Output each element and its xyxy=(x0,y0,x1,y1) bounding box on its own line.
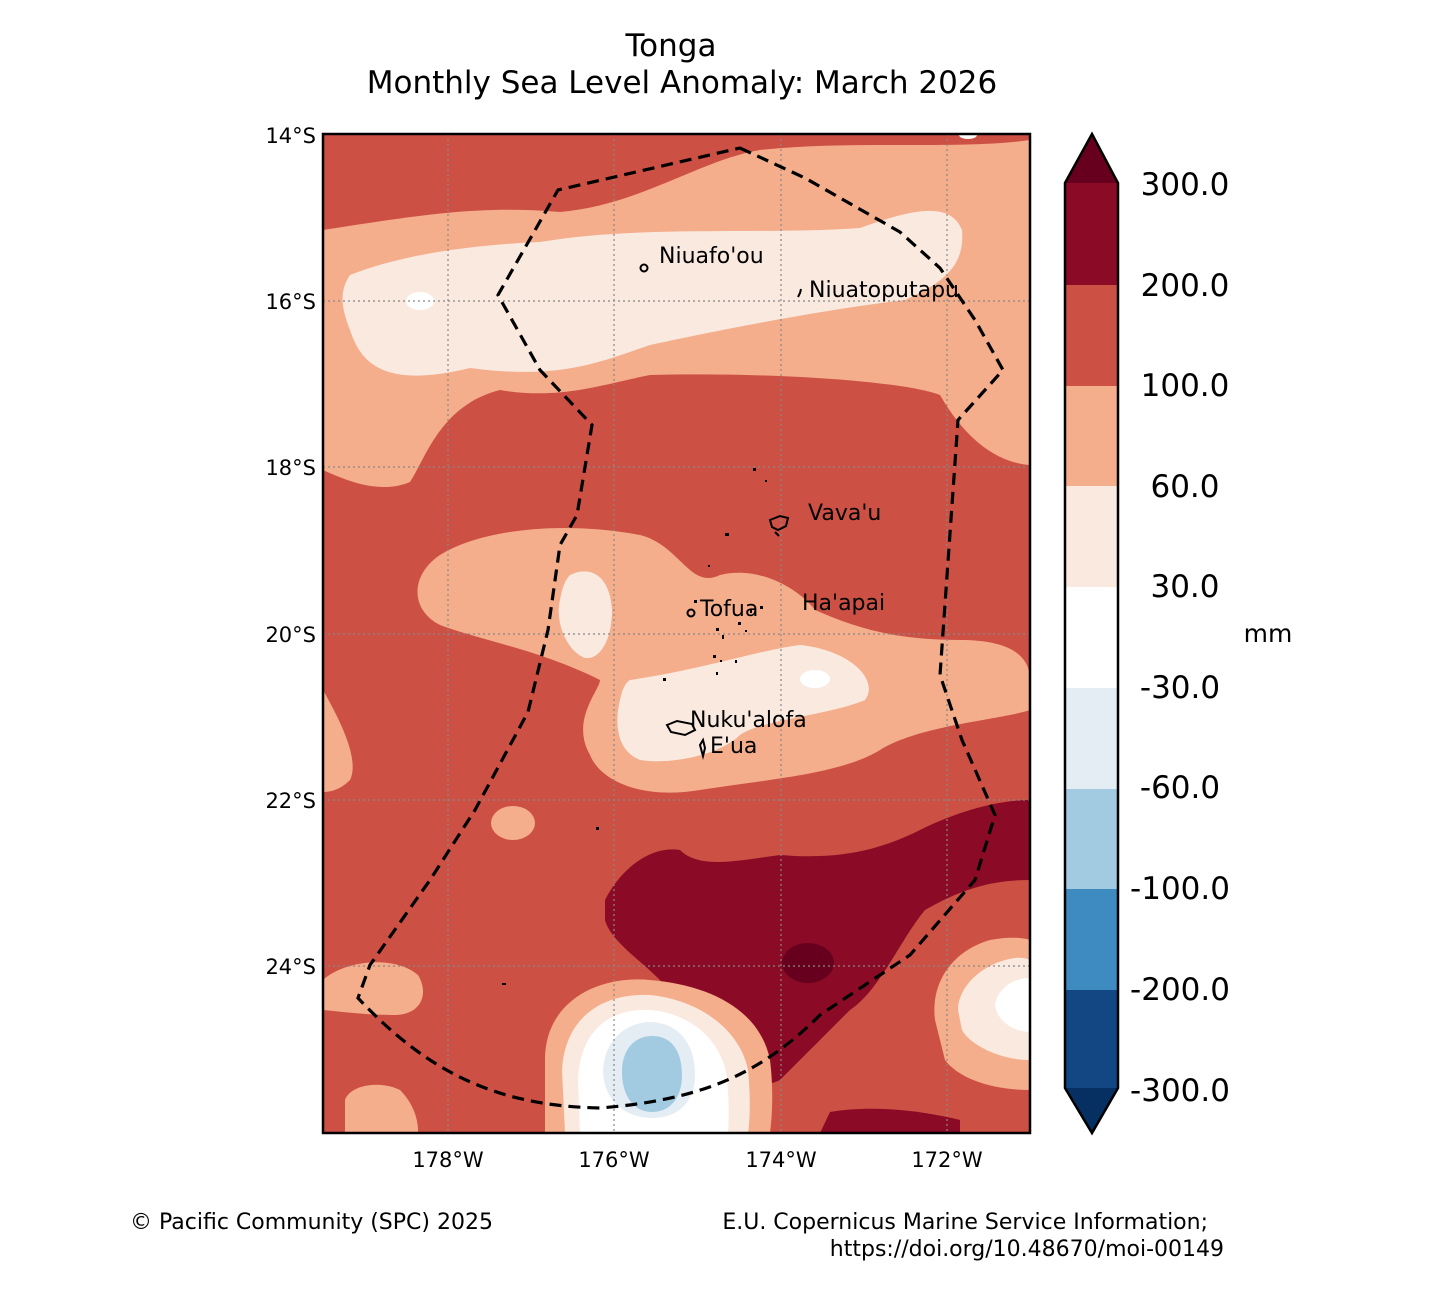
colorbar-level-label: 200.0 xyxy=(1141,268,1230,304)
lat-tick-label: 14°S xyxy=(265,124,316,148)
place-label-nukualofa: Nuku'alofa xyxy=(690,708,807,733)
colorbar-level-label: -300.0 xyxy=(1130,1073,1230,1109)
colorbar: 300.0 200.0 100.0 60.0 30.0 -30.0 -60.0 … xyxy=(1063,131,1293,1136)
contour-band-30-60-central-west xyxy=(558,571,612,659)
island-niuafoou xyxy=(639,263,649,273)
title-subtitle: Monthly Sea Level Anomaly: March 2026 xyxy=(367,65,998,101)
colorbar-unit-label: mm xyxy=(1244,619,1293,648)
island-tongatapu xyxy=(665,719,697,737)
footer-credit-line1: E.U. Copernicus Marine Service Informati… xyxy=(722,1210,1208,1235)
colorbar-segment xyxy=(1065,789,1118,889)
contour-spot-above-300 xyxy=(782,943,834,983)
footer-copyright: © Pacific Community (SPC) 2025 xyxy=(130,1210,493,1235)
colorbar-segment xyxy=(1065,386,1118,486)
colorbar-level-label: 60.0 xyxy=(1150,469,1219,505)
colorbar-level-label: 300.0 xyxy=(1141,167,1230,203)
colorbar-outline xyxy=(1063,131,1120,1136)
colorbar-level-label: 30.0 xyxy=(1150,569,1219,605)
contour-band-minus100-minus60-south xyxy=(622,1035,682,1112)
longitude-axis: 178°W 176°W 174°W 172°W xyxy=(412,1148,983,1172)
place-label-niuatoputapu: Niuatoputapu xyxy=(809,278,959,303)
lat-tick-label: 18°S xyxy=(265,456,316,480)
graticule xyxy=(323,134,1030,1133)
contour-band-200-300-south-edge xyxy=(820,1108,960,1133)
colorbar-level-label: -60.0 xyxy=(1140,770,1220,806)
small-islets xyxy=(502,468,767,985)
map-frame xyxy=(321,132,1032,1135)
contour-band-30-60-north xyxy=(342,210,963,376)
place-label-tofua: Tofua xyxy=(699,597,758,622)
contour-band-60-100-southwest-bottom xyxy=(345,1084,419,1133)
island-vavau xyxy=(768,514,790,537)
lon-tick-label: 176°W xyxy=(578,1148,650,1172)
lon-tick-label: 174°W xyxy=(745,1148,817,1172)
lon-tick-label: 172°W xyxy=(911,1148,983,1172)
place-label-vavau: Vava'u xyxy=(808,501,881,526)
contour-edge-60-100-west xyxy=(323,690,353,792)
colorbar-segment xyxy=(1065,688,1118,789)
title-region: Tonga xyxy=(625,28,717,64)
lat-tick-label: 16°S xyxy=(265,290,316,314)
colorbar-level-label: -100.0 xyxy=(1130,871,1230,907)
sea-level-anomaly-field: Niuafo'ou Niuatoputapu Vava'u Ha'apai To… xyxy=(323,134,1030,1133)
lat-tick-label: 20°S xyxy=(265,623,316,647)
place-label-haapai: Ha'apai xyxy=(802,591,885,616)
colorbar-segment xyxy=(1065,587,1118,688)
colorbar-segment xyxy=(1065,183,1118,285)
island-eua xyxy=(698,737,707,760)
place-label-eua: E'ua xyxy=(710,734,757,759)
islands xyxy=(639,263,802,760)
contour-band-60-100-southwest xyxy=(323,962,424,1015)
island-niuatoputapu xyxy=(797,288,802,298)
contour-band-neutral-east xyxy=(995,978,1030,1032)
colorbar-segment xyxy=(1065,486,1118,587)
latitude-axis: 14°S 16°S 18°S 20°S 22°S 24°S xyxy=(265,124,316,979)
footer-credit-line2: https://doi.org/10.48670/moi-00149 xyxy=(830,1237,1224,1262)
place-label-niuafoou: Niuafo'ou xyxy=(659,244,764,269)
colorbar-extend-top xyxy=(1065,134,1118,183)
lon-tick-label: 178°W xyxy=(412,1148,484,1172)
colorbar-level-label: 100.0 xyxy=(1141,368,1230,404)
colorbar-segment xyxy=(1065,285,1118,386)
lat-tick-label: 24°S xyxy=(265,955,316,979)
colorbar-level-label: -30.0 xyxy=(1140,670,1220,706)
colorbar-level-label: -200.0 xyxy=(1130,972,1230,1008)
contour-spot-neutral xyxy=(800,670,830,688)
eez-boundary xyxy=(356,146,1005,1110)
colorbar-segment xyxy=(1065,889,1118,990)
contour-spot-60-100 xyxy=(491,806,535,840)
island-tofua xyxy=(686,608,696,618)
colorbar-extend-bottom xyxy=(1065,1088,1118,1133)
colorbar-segment xyxy=(1065,990,1118,1088)
lat-tick-label: 22°S xyxy=(265,789,316,813)
